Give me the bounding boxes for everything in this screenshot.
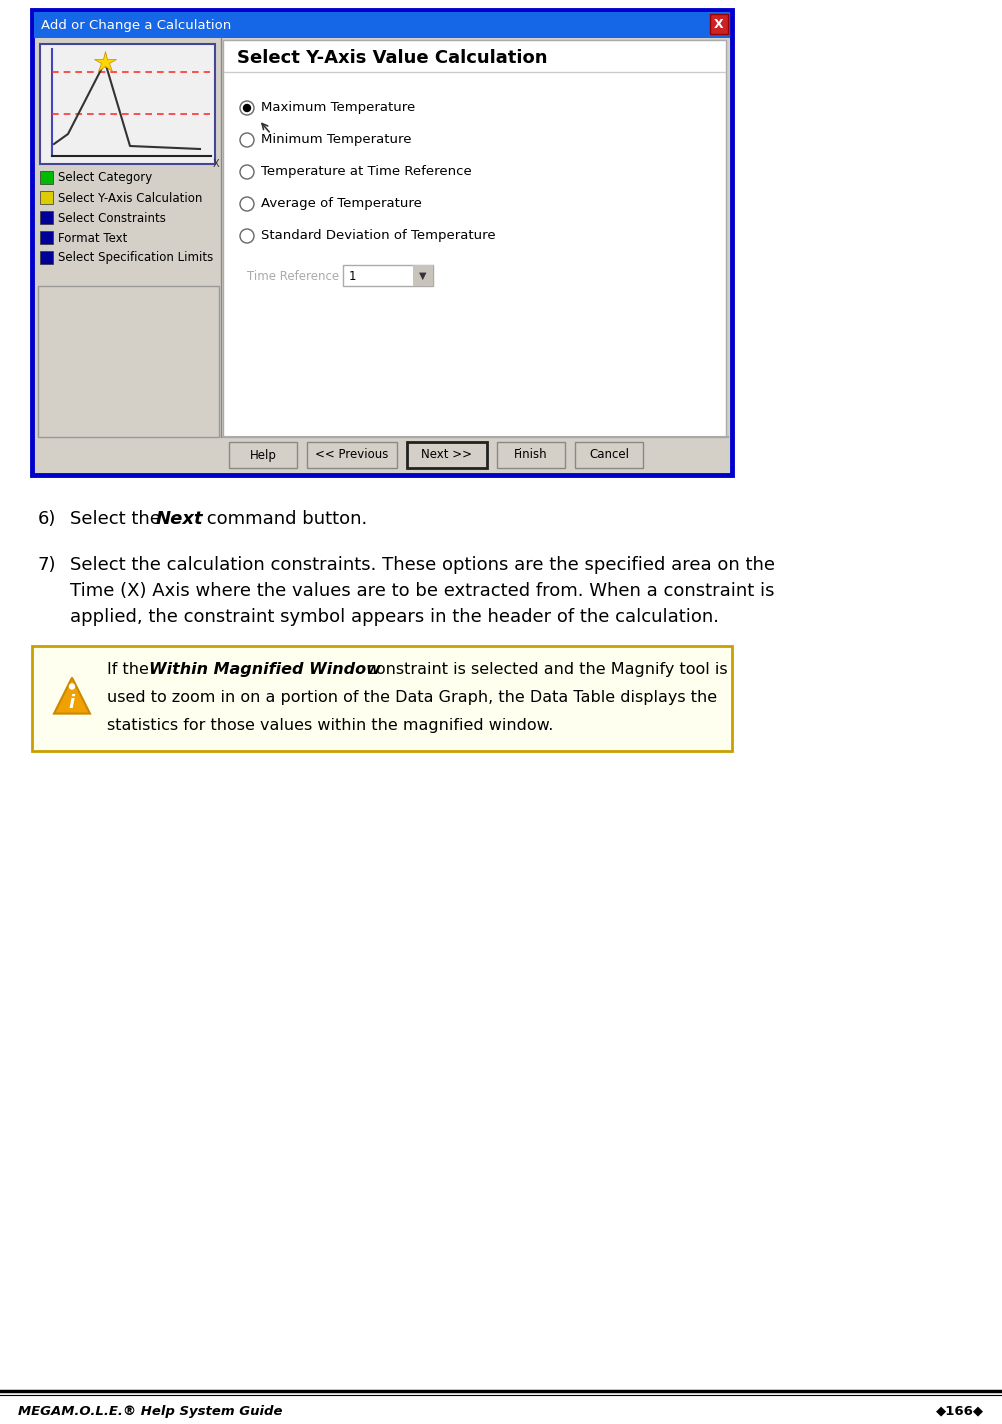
Text: Minimum Temperature: Minimum Temperature <box>261 134 412 147</box>
FancyBboxPatch shape <box>40 231 53 244</box>
Text: Select Constraints: Select Constraints <box>58 212 166 225</box>
Text: Finish: Finish <box>514 449 548 461</box>
FancyBboxPatch shape <box>40 44 215 164</box>
FancyBboxPatch shape <box>497 441 565 468</box>
FancyBboxPatch shape <box>710 14 728 34</box>
Text: Next >>: Next >> <box>422 449 473 461</box>
Text: Format Text: Format Text <box>58 232 127 245</box>
Text: applied, the constraint symbol appears in the header of the calculation.: applied, the constraint symbol appears i… <box>70 608 719 627</box>
Text: command button.: command button. <box>201 510 368 528</box>
FancyBboxPatch shape <box>40 251 53 263</box>
Text: Average of Temperature: Average of Temperature <box>261 198 422 211</box>
Text: ▼: ▼ <box>419 271 427 281</box>
Circle shape <box>240 101 254 115</box>
Text: Select Y-Axis Calculation: Select Y-Axis Calculation <box>58 191 202 205</box>
Text: Select Specification Limits: Select Specification Limits <box>58 252 213 265</box>
FancyBboxPatch shape <box>40 211 53 224</box>
FancyBboxPatch shape <box>229 441 297 468</box>
Text: If the: If the <box>107 662 154 676</box>
Text: Select the calculation constraints. These options are the specified area on the: Select the calculation constraints. Thes… <box>70 555 775 574</box>
Text: Help: Help <box>249 449 277 461</box>
Circle shape <box>69 684 74 689</box>
Text: Time (X) Axis where the values are to be extracted from. When a constraint is: Time (X) Axis where the values are to be… <box>70 582 775 600</box>
Text: used to zoom in on a portion of the Data Graph, the Data Table displays the: used to zoom in on a portion of the Data… <box>107 691 717 705</box>
Text: 1: 1 <box>349 269 357 282</box>
Text: X: X <box>714 17 723 30</box>
Text: Standard Deviation of Temperature: Standard Deviation of Temperature <box>261 229 496 242</box>
Text: X: X <box>213 159 219 169</box>
Text: constraint is selected and the Magnify tool is: constraint is selected and the Magnify t… <box>362 662 727 676</box>
Text: Temperature at Time Reference: Temperature at Time Reference <box>261 165 472 178</box>
Text: Select Category: Select Category <box>58 171 152 185</box>
Circle shape <box>240 132 254 147</box>
Circle shape <box>240 165 254 179</box>
Polygon shape <box>54 678 90 713</box>
FancyBboxPatch shape <box>407 441 487 468</box>
Text: statistics for those values within the magnified window.: statistics for those values within the m… <box>107 718 553 733</box>
Text: Select Y-Axis Value Calculation: Select Y-Axis Value Calculation <box>237 48 547 67</box>
Text: 6): 6) <box>38 510 56 528</box>
FancyBboxPatch shape <box>307 441 397 468</box>
Circle shape <box>243 104 250 111</box>
Circle shape <box>240 197 254 211</box>
Circle shape <box>240 229 254 244</box>
Text: Maximum Temperature: Maximum Temperature <box>261 101 415 114</box>
Text: ◆166◆: ◆166◆ <box>936 1404 984 1417</box>
Text: Add or Change a Calculation: Add or Change a Calculation <box>41 19 231 31</box>
FancyBboxPatch shape <box>32 10 732 476</box>
Text: Within Magnified Window: Within Magnified Window <box>149 662 381 676</box>
FancyBboxPatch shape <box>34 11 730 38</box>
FancyBboxPatch shape <box>38 286 219 437</box>
Text: Select the: Select the <box>70 510 166 528</box>
FancyBboxPatch shape <box>575 441 643 468</box>
Text: MEGAM.O.L.E.® Help System Guide: MEGAM.O.L.E.® Help System Guide <box>18 1404 283 1417</box>
Text: << Previous: << Previous <box>316 449 389 461</box>
Text: 7): 7) <box>38 555 56 574</box>
FancyBboxPatch shape <box>40 171 53 184</box>
FancyBboxPatch shape <box>40 191 53 204</box>
Text: Next: Next <box>156 510 203 528</box>
FancyBboxPatch shape <box>32 646 732 750</box>
Text: Time Reference: Time Reference <box>247 269 339 282</box>
FancyBboxPatch shape <box>413 265 433 286</box>
Text: i: i <box>69 695 75 712</box>
FancyBboxPatch shape <box>343 265 433 286</box>
Text: Cancel: Cancel <box>589 449 629 461</box>
FancyBboxPatch shape <box>223 40 726 437</box>
